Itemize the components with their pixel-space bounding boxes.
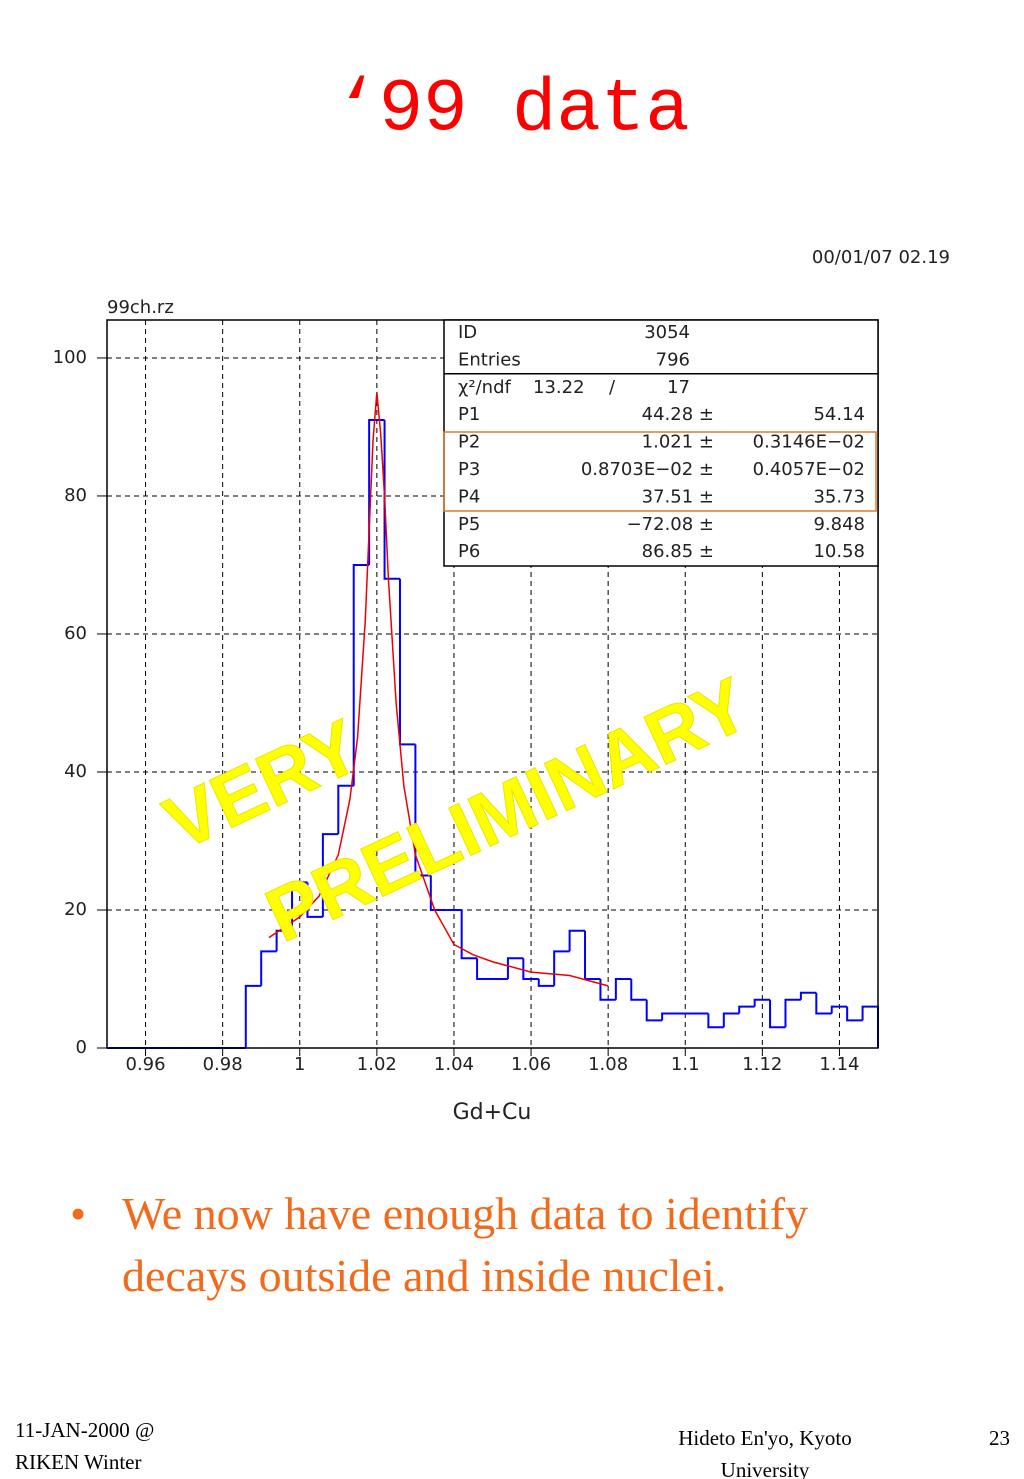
stats-error: 10.58 bbox=[813, 541, 865, 562]
histogram-bin bbox=[260, 950, 277, 986]
stats-value: 86.85 ± bbox=[642, 541, 714, 562]
footer-center: Hideto En'yo, Kyoto University bbox=[678, 1426, 852, 1479]
x-tick-label: 0.96 bbox=[126, 1054, 166, 1075]
x-tick-label: 1.02 bbox=[357, 1054, 397, 1075]
x-tick-label: 1.06 bbox=[511, 1054, 551, 1075]
histogram-bin bbox=[769, 999, 786, 1029]
y-tick-label: 80 bbox=[64, 485, 87, 506]
histogram-bin bbox=[537, 978, 555, 987]
x-tick-label: 1 bbox=[294, 1054, 305, 1075]
stats-label: P4 bbox=[458, 486, 480, 507]
histogram-bin bbox=[383, 420, 400, 580]
histogram-bin bbox=[630, 978, 647, 1001]
bullet: • We now have enough data to identify dec… bbox=[70, 1183, 930, 1307]
histogram-bin bbox=[722, 1012, 740, 1028]
stats-value: 44.28 ± bbox=[642, 404, 714, 425]
stats-label: P5 bbox=[458, 514, 480, 535]
histogram-bin bbox=[506, 957, 524, 979]
histogram-bin bbox=[846, 1006, 863, 1022]
histogram-bin bbox=[584, 930, 601, 980]
slide-title: ‘99 data bbox=[334, 69, 689, 153]
histogram-bin bbox=[614, 977, 632, 1000]
histogram-bin bbox=[830, 1005, 848, 1014]
histogram-bin bbox=[291, 881, 308, 931]
stats-error: 0.4057E−02 bbox=[753, 459, 865, 480]
stats-error: 0.3146E−02 bbox=[753, 432, 865, 453]
stats-value: 17 bbox=[667, 377, 690, 398]
histogram-bin bbox=[522, 958, 539, 980]
histogram-bin bbox=[352, 563, 370, 786]
histogram-bin bbox=[707, 1013, 724, 1029]
histogram-bin bbox=[753, 998, 771, 1007]
histogram-bin bbox=[568, 929, 586, 952]
stats-value: 13.22 bbox=[533, 377, 585, 398]
stats-value: −72.08 ± bbox=[627, 514, 714, 535]
stats-value: 0.8703E−02 ± bbox=[581, 459, 714, 480]
footer-left: 11-JAN-2000 @ RIKEN Winter bbox=[15, 1418, 155, 1474]
x-tick-label: 1.12 bbox=[742, 1054, 782, 1075]
y-tick-label: 20 bbox=[64, 899, 87, 920]
x-tick-label: 1.1 bbox=[671, 1054, 700, 1075]
y-tick-label: 60 bbox=[64, 623, 87, 644]
histogram-bin bbox=[599, 978, 616, 1001]
y-tick-label: 40 bbox=[64, 761, 87, 782]
histogram-bin bbox=[460, 909, 478, 960]
x-tick-label: 1.08 bbox=[588, 1054, 628, 1075]
histogram-bin bbox=[815, 992, 832, 1015]
timestamp: 00/01/07 02.19 bbox=[812, 247, 950, 268]
y-tick-label: 100 bbox=[53, 347, 87, 368]
histogram-bin bbox=[414, 744, 431, 877]
histogram-bin bbox=[398, 578, 416, 746]
stats-error: 9.848 bbox=[813, 514, 865, 535]
fit-curve bbox=[268, 392, 609, 987]
stats-value: 796 bbox=[656, 349, 690, 370]
stats-value: 37.51 ± bbox=[642, 486, 714, 507]
histogram-bin bbox=[306, 882, 323, 918]
histogram-bin bbox=[738, 1005, 755, 1014]
histogram-bin bbox=[429, 875, 447, 911]
histogram-bin bbox=[476, 958, 493, 980]
x-axis-label: Gd+Cu bbox=[453, 1100, 532, 1125]
histogram-bin bbox=[799, 991, 817, 1000]
y-tick-label: 0 bbox=[76, 1037, 87, 1058]
stats-label: Entries bbox=[458, 349, 521, 370]
stats-error: 54.14 bbox=[813, 404, 865, 425]
x-tick-label: 1.04 bbox=[434, 1054, 474, 1075]
histogram-bin bbox=[661, 1012, 678, 1021]
page-number: 23 bbox=[989, 1426, 1010, 1450]
stats-label: P6 bbox=[458, 541, 480, 562]
stats-label: ID bbox=[458, 322, 477, 343]
histogram-bin bbox=[645, 999, 663, 1022]
highlight-box bbox=[443, 431, 877, 512]
histogram-bin bbox=[553, 950, 570, 986]
stats-box bbox=[443, 319, 879, 567]
stats-label: P1 bbox=[458, 404, 480, 425]
histogram-bin bbox=[275, 929, 293, 952]
stats-error: 35.73 bbox=[813, 486, 865, 507]
stats-label: P2 bbox=[458, 432, 480, 453]
x-tick-label: 1.14 bbox=[819, 1054, 859, 1075]
file-label: 99ch.rz bbox=[107, 297, 174, 318]
stats-label: χ²/ndf bbox=[458, 377, 512, 398]
stats-label: P3 bbox=[458, 459, 480, 480]
histogram-bin bbox=[784, 998, 801, 1028]
stats-value: / bbox=[609, 377, 616, 398]
x-tick-label: 0.98 bbox=[203, 1054, 243, 1075]
bullet-text: We now have enough data to identify deca… bbox=[122, 1188, 809, 1301]
histogram-bin bbox=[244, 984, 262, 1048]
stats-value: 3054 bbox=[644, 322, 690, 343]
histogram-bin bbox=[337, 784, 354, 835]
stats-value: 1.021 ± bbox=[642, 432, 714, 453]
histogram-bin bbox=[861, 1005, 879, 1048]
